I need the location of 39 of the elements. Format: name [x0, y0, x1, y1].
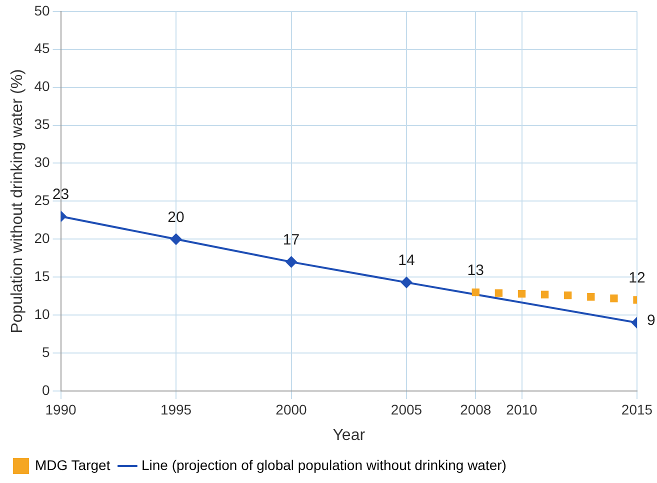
data-label: 17	[282, 232, 300, 249]
point	[472, 288, 480, 296]
point	[170, 234, 182, 245]
y-tick-label: 0	[42, 382, 50, 398]
x-tick-label: 1995	[160, 401, 192, 418]
point	[518, 290, 526, 298]
x-tick-label: 2005	[390, 401, 422, 418]
y-tick-label: 25	[34, 192, 50, 208]
x-tick-label: 2008	[460, 401, 492, 418]
point	[540, 290, 549, 298]
y-axis-title: Population without drinking water (%)	[9, 69, 26, 334]
data-label: 20	[168, 208, 184, 226]
x-tick-label: 1990	[45, 401, 77, 418]
y-tick-label: 20	[34, 230, 50, 246]
y-tick-label: 50	[34, 2, 50, 18]
y-tick-label: 10	[34, 306, 50, 322]
legend-label: Line (projection of global population without drinking water)	[141, 456, 506, 473]
point	[401, 276, 412, 288]
data-label: 13	[467, 262, 484, 279]
point	[610, 294, 618, 302]
x-tick-label: 2015	[621, 401, 653, 418]
data-label: 14	[398, 252, 415, 270]
y-tick-label: 35	[34, 116, 50, 132]
x-tick-label: 2010	[506, 401, 538, 418]
point	[564, 292, 572, 300]
x-tick-label: 2000	[276, 401, 308, 418]
y-tick-label: 30	[34, 154, 50, 170]
data-label: 23	[52, 186, 70, 204]
data-label: 12	[628, 270, 646, 287]
x-axis-title: Year	[332, 426, 366, 444]
y-tick-label: 40	[34, 78, 50, 94]
point	[587, 293, 595, 301]
legend-label: MDG Target	[35, 456, 110, 473]
y-tick-label: 5	[42, 344, 50, 360]
y-tick-label: 45	[34, 40, 50, 56]
point	[286, 256, 297, 268]
y-tick-label: 15	[34, 268, 50, 284]
data-label: 9	[647, 312, 656, 329]
point	[494, 289, 503, 297]
